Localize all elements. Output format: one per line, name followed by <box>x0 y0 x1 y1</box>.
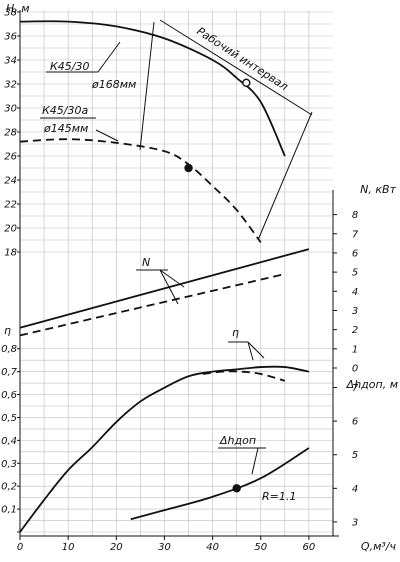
power-leader-dashed <box>159 269 179 305</box>
operating-range-left-line <box>139 21 155 151</box>
power-tick-label: 3 <box>352 306 358 317</box>
pump-trimmed-diameter: ø145мм <box>43 122 88 135</box>
series-line-efficiency-dashed-5 <box>202 370 286 382</box>
grid <box>19 10 333 536</box>
x-tick-label: 40 <box>206 542 219 553</box>
series-line-efficiency-solid-4 <box>19 365 310 533</box>
head-tick-label: 38 <box>4 8 17 19</box>
efficiency-tick-label: 0,6 <box>1 390 17 401</box>
power-tick-label: 0 <box>352 364 358 375</box>
x-tick-label: 30 <box>158 542 171 553</box>
efficiency-tick-label: 0,4 <box>1 436 17 447</box>
operating-range-right-line <box>257 111 313 241</box>
power-tick-label: 2 <box>352 325 358 336</box>
pump-main-diameter: ø168мм <box>91 78 136 91</box>
head-tick-label: 30 <box>4 104 17 115</box>
x-tick-label: 60 <box>303 542 316 553</box>
power-tick-label: 1 <box>352 344 358 355</box>
annotations: Рабочий интервал К45/30 ø168мм К45/30а ø… <box>40 19 313 503</box>
head-tick-label: 26 <box>4 152 17 163</box>
efficiency-tick-label: 0,8 <box>1 344 17 355</box>
efficiency-leader-solid <box>247 341 254 361</box>
efficiency-leader-dashed <box>247 341 265 359</box>
pump-main-leader <box>97 41 121 73</box>
power-leader-solid <box>159 269 185 288</box>
npsh-tick-label: 7 <box>352 383 359 394</box>
npsh-tick-label: 4 <box>352 484 358 495</box>
markers-group <box>184 78 251 493</box>
head-tick-label: 22 <box>4 200 17 211</box>
axes: 0 10 20 30 40 50 60 Q,м³/ч182022242628303234363… <box>1 2 398 553</box>
head-tick-label: 24 <box>4 176 17 187</box>
power-tick-label: 5 <box>352 268 358 279</box>
efficiency-tick-label: 0,2 <box>1 482 17 493</box>
x-tick-label: 20 <box>110 542 123 553</box>
head-axis-title: H, м <box>6 2 30 15</box>
series-line-power-dashed-3 <box>19 273 286 337</box>
npsh-leader <box>251 447 259 475</box>
r-coefficient-note: R=1.1 <box>262 490 296 503</box>
series-group <box>19 20 310 533</box>
x-tick-label: 50 <box>254 542 267 553</box>
efficiency-tick-label: 0,3 <box>1 459 17 470</box>
pump-trimmed-leader <box>95 129 119 142</box>
x-tick-label: 0 <box>17 542 23 553</box>
efficiency-axis-title: η <box>4 324 11 337</box>
x-axis-title: Q,м³/ч <box>361 540 397 553</box>
series-line-head-dashed-1 <box>19 138 262 243</box>
pump-main-label: К45/30 <box>50 60 90 73</box>
head-tick-label: 34 <box>4 56 17 67</box>
series-line-power-solid-2 <box>19 248 310 329</box>
series-line-npsh-solid-6 <box>130 447 310 521</box>
power-tick-label: 7 <box>352 229 359 240</box>
efficiency-tick-label: 0,1 <box>1 505 17 516</box>
power-tick-label: 8 <box>352 210 358 221</box>
operating-point-marker-1 <box>184 163 193 173</box>
npsh-axis-title: Δhдоп, м <box>346 378 398 391</box>
pump-trimmed-label: К45/30а <box>42 104 89 117</box>
head-tick-label: 32 <box>4 80 17 91</box>
head-tick-label: 18 <box>4 248 17 259</box>
power-label: N <box>142 256 150 269</box>
x-tick-label: 10 <box>62 542 75 553</box>
head-tick-label: 20 <box>4 224 17 235</box>
npsh-label: Δhдоп <box>219 434 256 447</box>
head-tick-label: 28 <box>4 128 17 139</box>
efficiency-label: η <box>232 326 239 339</box>
head-tick-label: 36 <box>4 32 17 43</box>
operating-range-top-line <box>159 19 313 116</box>
power-tick-label: 4 <box>352 287 358 298</box>
operating-point-marker-2 <box>232 484 241 493</box>
power-tick-label: 6 <box>352 248 358 259</box>
efficiency-tick-label: 0,5 <box>1 413 17 424</box>
series-line-head-solid-0 <box>19 20 286 157</box>
operating-point-marker-0 <box>242 78 251 88</box>
npsh-tick-label: 6 <box>352 417 358 428</box>
efficiency-tick-label: 0,7 <box>1 367 18 378</box>
power-axis-title: N, кВт <box>360 183 396 196</box>
npsh-tick-label: 3 <box>352 517 358 528</box>
npsh-tick-label: 5 <box>352 450 358 461</box>
